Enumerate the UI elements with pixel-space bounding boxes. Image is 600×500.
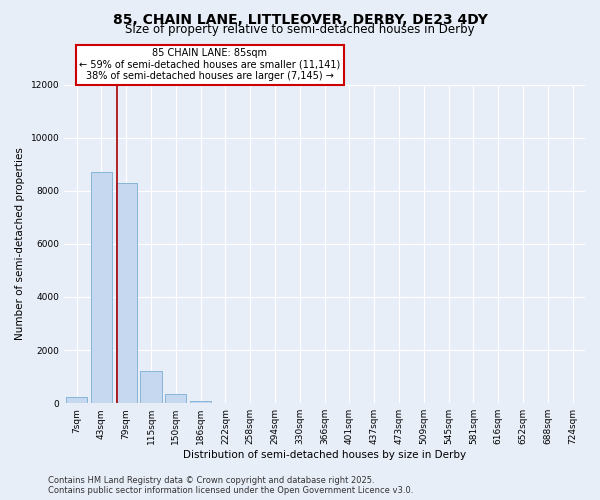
Y-axis label: Number of semi-detached properties: Number of semi-detached properties	[15, 148, 25, 340]
Text: 85, CHAIN LANE, LITTLEOVER, DERBY, DE23 4DY: 85, CHAIN LANE, LITTLEOVER, DERBY, DE23 …	[113, 12, 487, 26]
Bar	[190, 400, 211, 403]
Text: 85 CHAIN LANE: 85sqm
← 59% of semi-detached houses are smaller (11,141)
38% of s: 85 CHAIN LANE: 85sqm ← 59% of semi-detac…	[79, 48, 341, 82]
Bar	[165, 394, 187, 403]
Text: Size of property relative to semi-detached houses in Derby: Size of property relative to semi-detach…	[125, 22, 475, 36]
Bar	[66, 396, 87, 403]
Text: Contains HM Land Registry data © Crown copyright and database right 2025.
Contai: Contains HM Land Registry data © Crown c…	[48, 476, 413, 495]
X-axis label: Distribution of semi-detached houses by size in Derby: Distribution of semi-detached houses by …	[183, 450, 466, 460]
Bar	[116, 183, 137, 403]
Bar	[91, 172, 112, 403]
Bar	[140, 372, 161, 403]
